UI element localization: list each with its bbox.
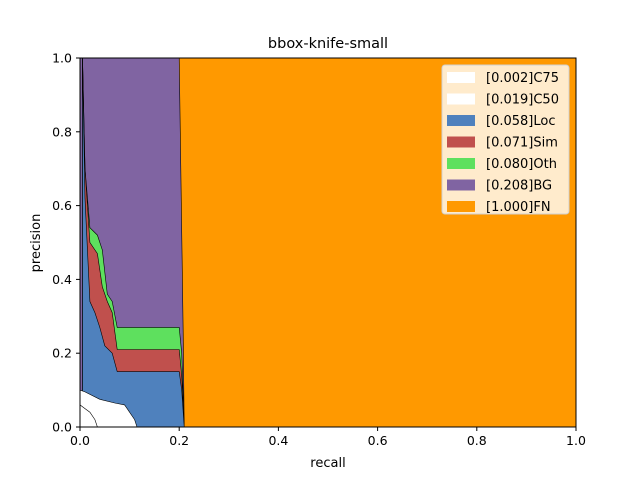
legend-swatch-fn bbox=[447, 201, 475, 212]
legend-label-fn: [1.000]FN bbox=[486, 200, 551, 215]
x-axis-label: recall bbox=[310, 456, 345, 471]
x-tick-label: 1.0 bbox=[566, 433, 586, 448]
legend: [0.002]C75 [0.019]C50 [0.058]Loc [0.071]Sim… bbox=[441, 64, 570, 215]
legend-label-sim: [0.071]Sim bbox=[486, 136, 558, 151]
x-tick-label: 0.6 bbox=[368, 433, 388, 448]
legend-label-c50: [0.019]C50 bbox=[486, 93, 559, 108]
legend-label-oth: [0.080]Oth bbox=[486, 157, 557, 172]
x-tick-label: 0.8 bbox=[467, 433, 487, 448]
legend-label-loc: [0.058]Loc bbox=[486, 114, 555, 129]
y-axis-ticks: 0.0 0.2 0.4 0.6 0.8 1.0 bbox=[52, 51, 80, 435]
legend-label-bg: [0.208]BG bbox=[486, 179, 552, 194]
y-tick-label: 0.8 bbox=[52, 124, 72, 139]
x-tick-label: 0.2 bbox=[169, 433, 189, 448]
legend-swatch-loc bbox=[447, 115, 475, 126]
area-loc bbox=[82, 57, 185, 428]
y-tick-label: 1.0 bbox=[52, 51, 72, 66]
x-tick-label: 0.0 bbox=[70, 433, 90, 448]
y-axis-label: precision bbox=[29, 214, 44, 273]
legend-swatch-c50 bbox=[447, 93, 475, 105]
legend-swatch-sim bbox=[447, 136, 475, 148]
plot-frame bbox=[79, 57, 577, 428]
legend-swatch-oth bbox=[447, 158, 475, 169]
y-tick-label: 0.0 bbox=[52, 420, 72, 435]
y-tick-label: 0.4 bbox=[52, 272, 72, 287]
legend-label-c75: [0.002]C75 bbox=[486, 71, 559, 86]
x-axis-ticks: 0.0 0.2 0.4 0.6 0.8 1.0 bbox=[70, 427, 586, 448]
legend-swatch-c75 bbox=[447, 72, 475, 83]
legend-swatch-bg bbox=[447, 179, 475, 191]
chart-title: bbox-knife-small bbox=[268, 36, 388, 52]
y-tick-label: 0.2 bbox=[52, 346, 72, 361]
y-tick-label: 0.6 bbox=[52, 198, 72, 213]
x-tick-label: 0.4 bbox=[268, 433, 288, 448]
